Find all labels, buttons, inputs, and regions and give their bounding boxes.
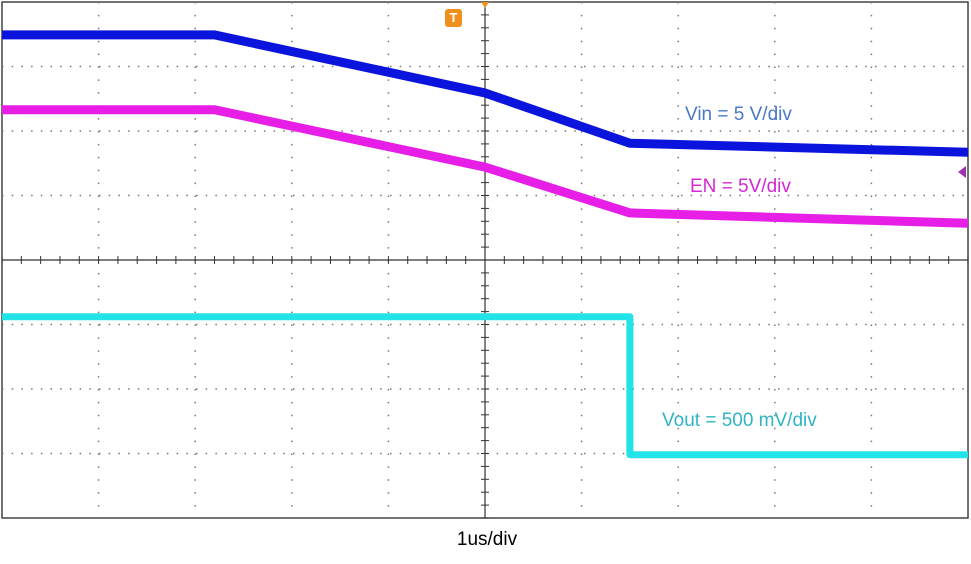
x-axis-label: 1us/div xyxy=(457,529,518,550)
level-marker xyxy=(958,166,966,178)
trigger-badge xyxy=(445,9,462,27)
trigger-marker xyxy=(481,2,489,8)
grid xyxy=(1,1,969,519)
trace xyxy=(2,30,969,157)
trace xyxy=(2,105,969,228)
trigger-label: T xyxy=(450,10,458,25)
trace-label: Vin = 5 V/div xyxy=(685,104,792,125)
trace-label: EN = 5V/div xyxy=(690,176,791,197)
traces: Vin = 5 V/div EN = 5V/div Vout = 500 mV/di… xyxy=(2,30,969,459)
trace-label: Vout = 500 mV/div xyxy=(662,410,817,431)
trace xyxy=(2,313,968,459)
